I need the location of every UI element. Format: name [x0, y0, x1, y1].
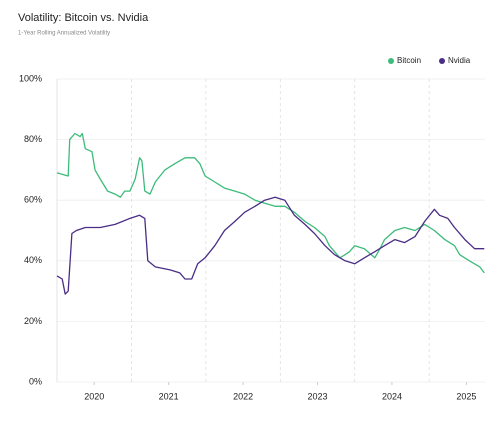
chart-title: Volatility: Bitcoin vs. Nvidia	[18, 12, 149, 24]
x-tick-label: 2023	[308, 391, 328, 401]
y-tick-label: 100%	[19, 73, 42, 83]
y-tick-label: 60%	[24, 195, 42, 205]
x-tick-label: 2024	[382, 391, 402, 401]
legend-swatch	[388, 58, 394, 64]
y-tick-label: 80%	[24, 134, 42, 144]
y-tick-label: 40%	[24, 255, 42, 265]
y-tick-label: 20%	[24, 316, 42, 326]
legend-label: Bitcoin	[397, 56, 421, 65]
legend-swatch	[439, 58, 445, 64]
x-tick-label: 2025	[456, 391, 476, 401]
series-line	[56, 196, 485, 295]
x-tick-label: 2021	[159, 391, 179, 401]
x-tick-label: 2022	[233, 391, 253, 401]
x-tick-label: 2020	[84, 391, 104, 401]
y-tick-label: 0%	[29, 376, 42, 386]
chart-subtitle: 1-Year Rolling Annualized Volatility	[18, 31, 110, 37]
legend-label: Nvidia	[448, 56, 471, 65]
series-line	[56, 132, 485, 274]
